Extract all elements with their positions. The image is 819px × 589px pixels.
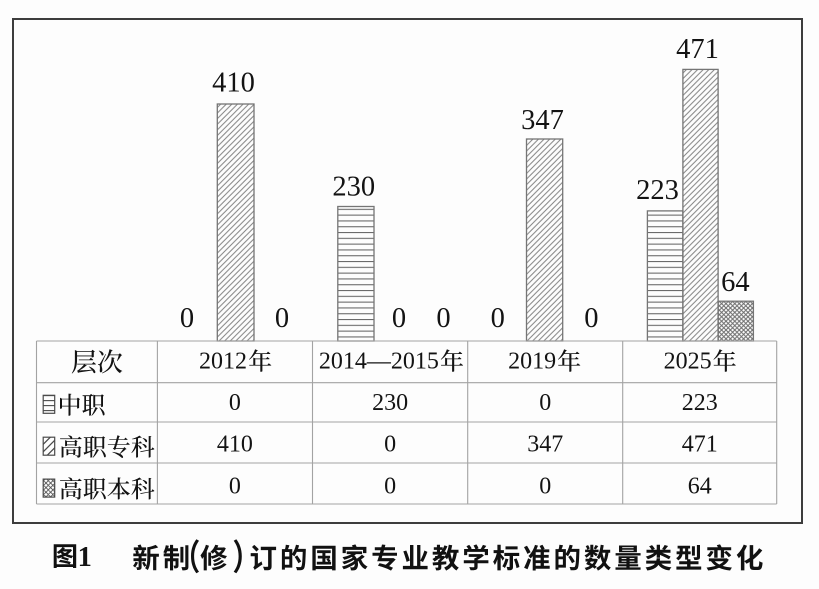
svg-text:230: 230 — [372, 390, 408, 416]
svg-text:410: 410 — [217, 432, 253, 458]
svg-text:0: 0 — [180, 303, 194, 334]
svg-text:0: 0 — [539, 390, 551, 416]
svg-text:223: 223 — [636, 175, 679, 206]
svg-text:0: 0 — [392, 303, 406, 334]
svg-text:0: 0 — [584, 303, 598, 334]
svg-text:347: 347 — [521, 105, 564, 136]
svg-text:471: 471 — [682, 432, 718, 458]
svg-text:2025: 2025 — [664, 348, 712, 374]
svg-text:0: 0 — [229, 390, 241, 416]
svg-text:2019: 2019 — [508, 348, 556, 374]
svg-text:230: 230 — [332, 171, 375, 202]
svg-text:0: 0 — [384, 474, 396, 500]
svg-text:0: 0 — [539, 474, 551, 500]
svg-text:0: 0 — [436, 303, 450, 334]
svg-text:64: 64 — [721, 267, 750, 298]
svg-text:0: 0 — [384, 432, 396, 458]
svg-text:471: 471 — [676, 34, 719, 65]
svg-text:223: 223 — [682, 390, 718, 416]
svg-text:0: 0 — [229, 474, 241, 500]
svg-text:0: 0 — [491, 303, 505, 334]
svg-text:410: 410 — [212, 67, 255, 98]
svg-text:2014—2015: 2014—2015 — [319, 348, 439, 374]
svg-text:2012: 2012 — [199, 348, 247, 374]
svg-text:1: 1 — [78, 542, 92, 573]
svg-text:0: 0 — [275, 303, 289, 334]
svg-text:347: 347 — [527, 432, 563, 458]
svg-text:64: 64 — [688, 474, 712, 500]
